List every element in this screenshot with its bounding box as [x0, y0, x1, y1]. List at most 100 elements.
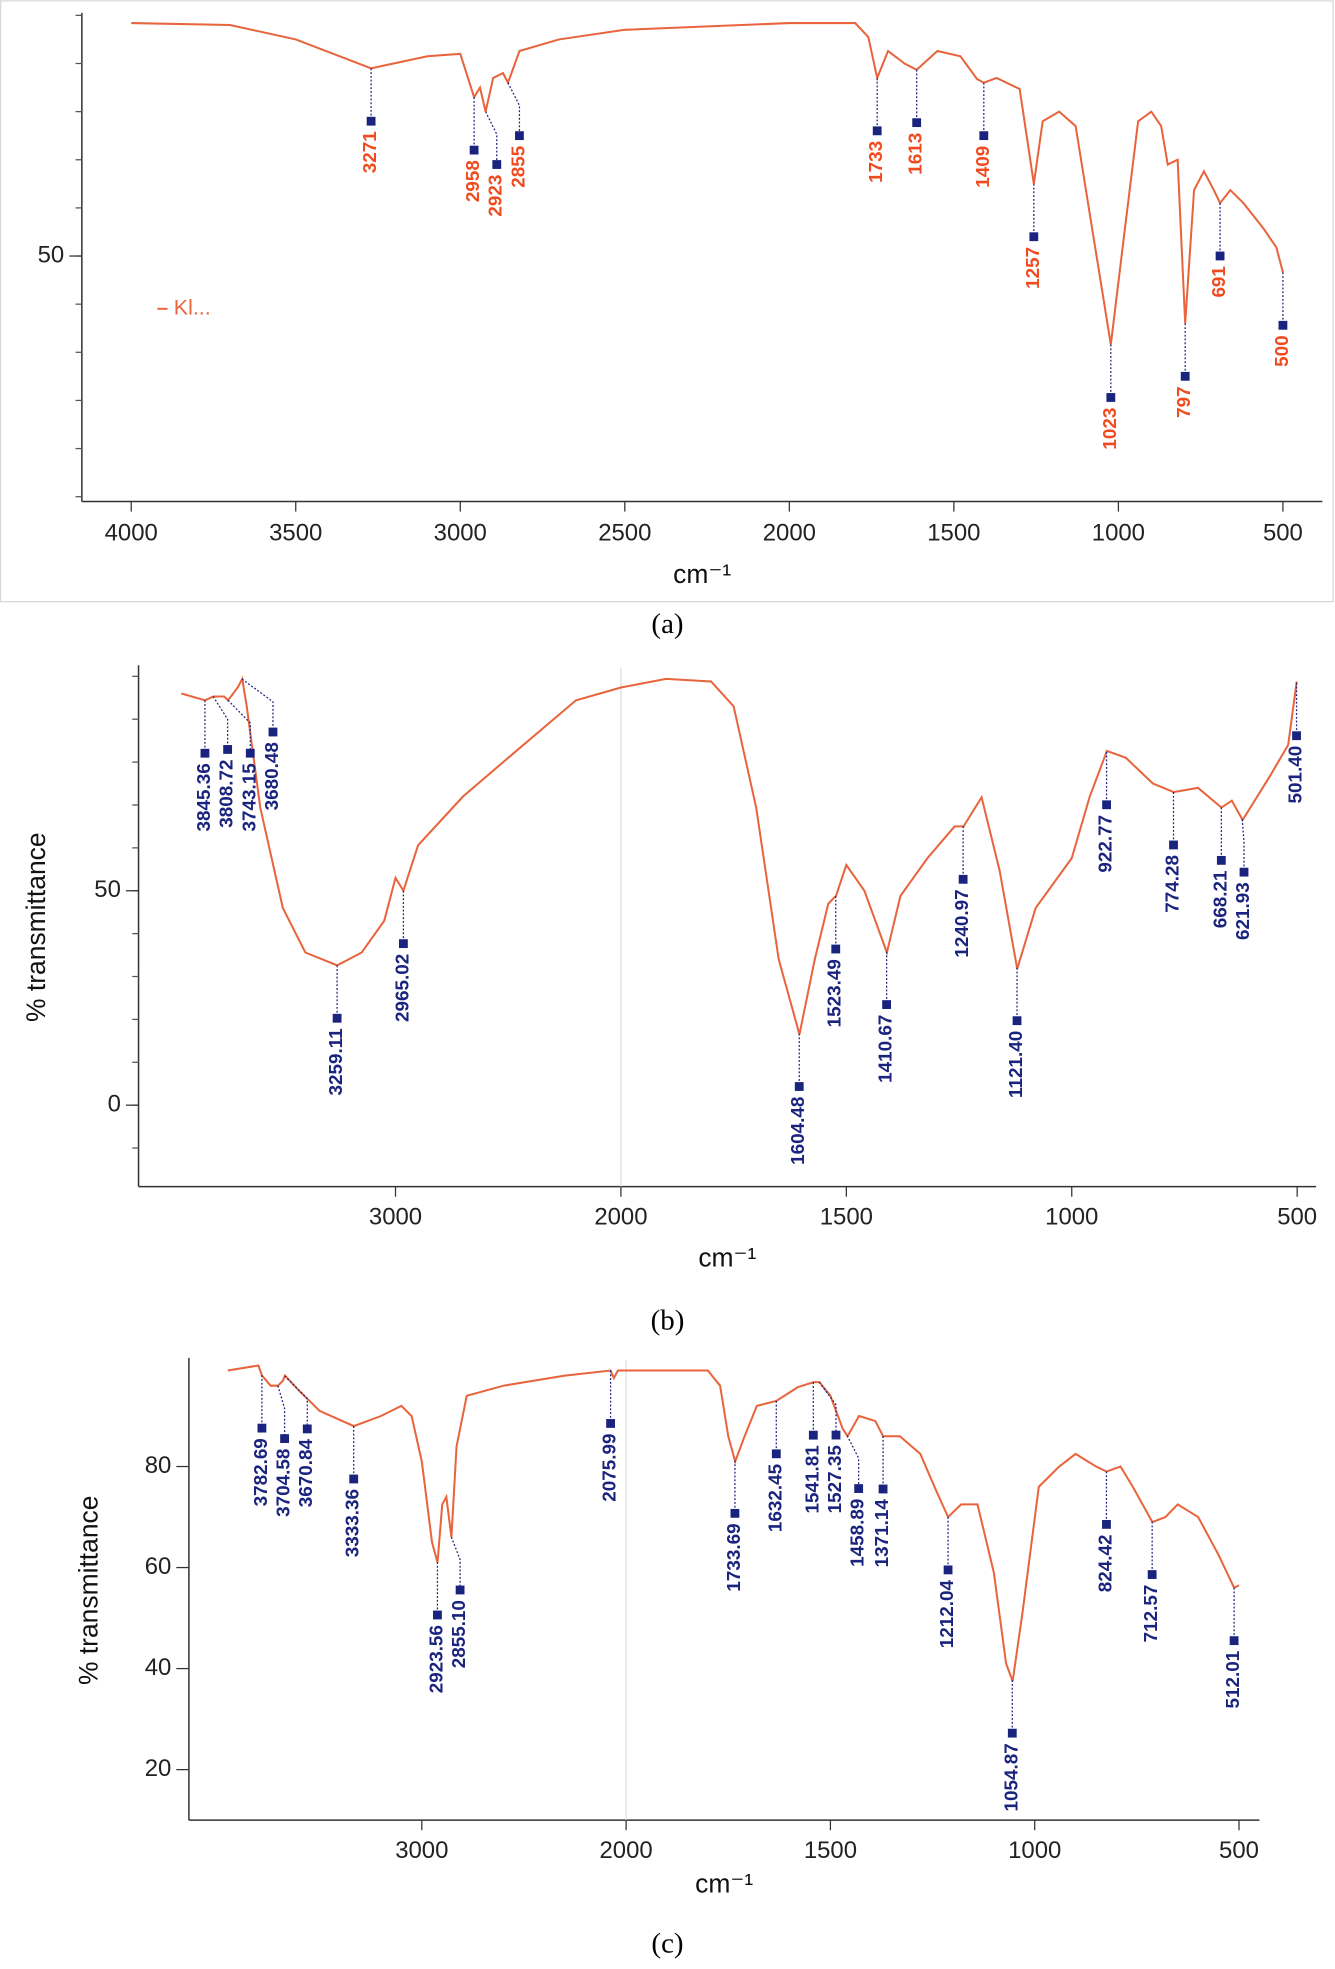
x-tick-label: 2000 [763, 520, 816, 547]
peak-leader [485, 111, 498, 165]
peak-marker [245, 748, 255, 758]
y-axis-label: % transmittance [21, 832, 51, 1022]
spectrum-line [181, 675, 1298, 1035]
caption: (c) [651, 1928, 683, 1960]
x-tick-label: 2500 [598, 520, 651, 547]
x-axis-label: cm⁻¹ [695, 1869, 753, 1899]
peak-label: 1409 [973, 146, 994, 188]
peak-marker [455, 1585, 465, 1595]
y-tick-label: 80 [145, 1452, 172, 1479]
peak-marker [433, 1610, 442, 1620]
x-tick-label: 1500 [804, 1837, 857, 1864]
caption: (a) [651, 608, 683, 640]
peak-label: 2855.10 [449, 1600, 470, 1668]
peak-marker [1029, 232, 1039, 242]
peak-label: 1371.14 [872, 1499, 893, 1568]
peak-marker [878, 1484, 888, 1494]
x-tick-label: 1000 [1008, 1837, 1061, 1864]
peak-marker [200, 748, 210, 758]
peak-label: 3333.36 [343, 1489, 364, 1557]
peak-label: 774.28 [1163, 855, 1184, 913]
y-tick-label: 50 [38, 241, 65, 268]
y-tick-label: 0 [108, 1090, 121, 1117]
peak-marker [958, 874, 968, 884]
x-tick-label: 1000 [1092, 520, 1145, 547]
peak-label: 1523.49 [825, 959, 846, 1027]
peak-label: 3680.48 [262, 742, 283, 810]
peak-marker [831, 944, 841, 954]
x-tick-label: 500 [1263, 520, 1303, 547]
peak-marker [1292, 731, 1301, 741]
caption: (b) [651, 1304, 685, 1336]
x-tick-label: 3000 [395, 1837, 448, 1864]
spectrum-line [227, 1364, 1240, 1682]
peak-marker [1169, 840, 1178, 850]
legend-label: Kl... [174, 295, 211, 319]
peak-leader [818, 1381, 837, 1436]
peak-marker [882, 1000, 892, 1009]
peak-leader [212, 696, 229, 750]
peak-marker [257, 1423, 267, 1433]
peak-marker [1102, 800, 1111, 810]
peak-marker [606, 1419, 615, 1428]
peak-leader [277, 1385, 286, 1439]
peak-marker [469, 145, 479, 155]
peak-label: 3704.58 [274, 1449, 295, 1517]
peak-label: 1410.67 [876, 1015, 897, 1083]
peak-marker [1102, 1519, 1111, 1529]
peak-label: 512.01 [1223, 1651, 1244, 1709]
peak-label: 1541.81 [802, 1445, 823, 1513]
peak-marker [1229, 1636, 1239, 1646]
peak-label: 1632.45 [765, 1464, 786, 1532]
peak-label: 1023 [1100, 408, 1121, 450]
peak-marker [1007, 1728, 1017, 1738]
peak-label: 3808.72 [217, 760, 238, 828]
peak-marker [1278, 320, 1288, 330]
peak-label: 1458.89 [848, 1499, 869, 1567]
peak-leader [450, 1536, 461, 1590]
x-axis-label: cm⁻¹ [698, 1243, 756, 1273]
peak-leader [846, 1435, 860, 1489]
peak-label: 3670.84 [296, 1438, 317, 1507]
x-tick-label: 3000 [434, 520, 487, 547]
peak-marker [771, 1449, 781, 1459]
peak-marker [492, 160, 502, 169]
x-tick-label: 3000 [369, 1203, 422, 1230]
peak-marker [943, 1565, 953, 1575]
peak-leader [1241, 819, 1245, 873]
x-tick-label: 1500 [927, 520, 980, 547]
peak-label: 3259.11 [326, 1028, 347, 1095]
peak-label: 1121.40 [1006, 1031, 1027, 1098]
peak-label: 1604.48 [788, 1097, 809, 1165]
peak-label: 2923 [486, 175, 507, 217]
peak-marker [1106, 393, 1116, 402]
x-tick-label: 2000 [600, 1837, 653, 1864]
peak-label: 1240.97 [952, 889, 973, 957]
peak-marker [912, 118, 922, 128]
peak-label: 1733 [866, 141, 887, 183]
peak-marker [398, 939, 408, 949]
peak-label: 1054.87 [1001, 1743, 1022, 1811]
peak-label: 3271 [360, 131, 381, 173]
peak-label: 500 [1272, 335, 1293, 367]
x-axis-label: cm⁻¹ [673, 559, 731, 589]
peak-label: 797 [1174, 386, 1195, 418]
peak-marker [349, 1474, 359, 1484]
peak-label: 2923.56 [426, 1625, 447, 1693]
peak-label: 3845.36 [194, 763, 215, 831]
peak-label: 922.77 [1096, 815, 1117, 873]
peak-label: 2965.02 [392, 954, 413, 1022]
peak-marker [872, 126, 882, 136]
peak-marker [1239, 867, 1249, 877]
x-tick-label: 3500 [269, 520, 322, 547]
peak-label: 2855 [508, 146, 529, 188]
peak-marker [794, 1082, 804, 1091]
y-axis-label: % transmittance [74, 1496, 104, 1686]
peak-marker [730, 1508, 740, 1518]
peak-label: 668.21 [1210, 870, 1231, 928]
peak-marker [1216, 855, 1226, 865]
peak-marker [1180, 371, 1190, 381]
peak-leader [241, 678, 274, 733]
peak-marker [515, 131, 524, 141]
